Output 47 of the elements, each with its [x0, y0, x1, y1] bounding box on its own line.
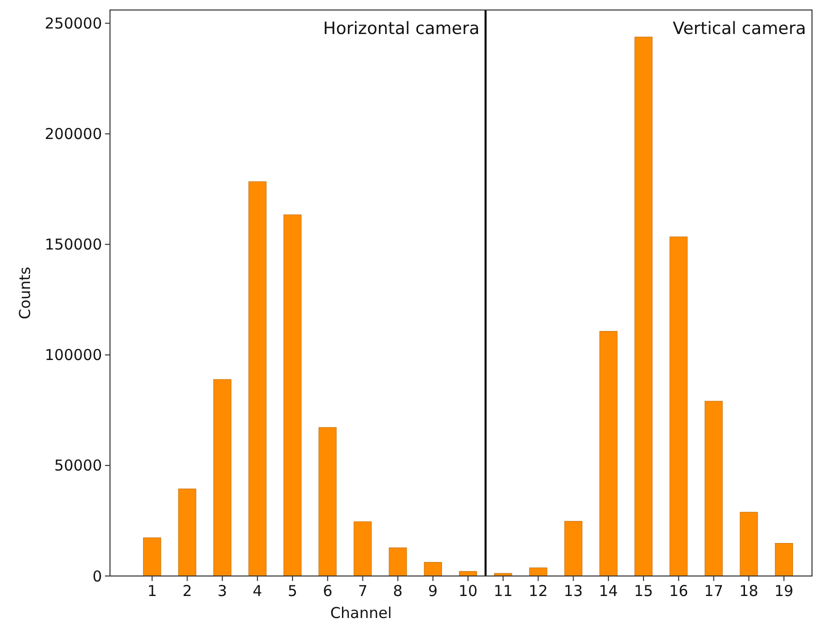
bar [284, 214, 302, 576]
x-tick-label: 13 [564, 582, 583, 600]
x-tick-label: 6 [322, 582, 332, 600]
x-tick-label: 11 [494, 582, 513, 600]
x-tick-label: 3 [218, 582, 228, 600]
bar [143, 538, 162, 576]
bar [459, 571, 477, 576]
y-tick-label: 150000 [44, 236, 102, 254]
y-tick-label: 100000 [44, 346, 102, 364]
x-tick-label: 1 [147, 582, 157, 600]
x-tick-label: 14 [598, 582, 618, 600]
x-tick-label: 9 [428, 582, 438, 600]
bar [354, 521, 372, 576]
x-tick-label: 2 [182, 582, 192, 600]
x-tick-label: 5 [288, 582, 298, 600]
x-tick-label: 10 [458, 582, 478, 600]
bar [564, 520, 582, 576]
bar [774, 543, 793, 576]
bar [213, 379, 232, 576]
x-tick-label: 16 [669, 582, 688, 600]
x-tick-label: 7 [358, 582, 368, 600]
bar [704, 400, 723, 576]
x-tick-label: 18 [739, 582, 758, 600]
bar [599, 331, 618, 576]
bar [318, 427, 337, 576]
annotation: Horizontal camera [323, 19, 480, 39]
x-tick-label: 4 [252, 582, 262, 600]
bar [424, 562, 442, 576]
y-axis-title: Counts [16, 266, 34, 320]
y-tick-label: 50000 [54, 456, 102, 475]
bar [178, 488, 196, 576]
y-tick-label: 200000 [44, 125, 102, 144]
x-tick-label: 17 [704, 582, 724, 600]
bar [248, 181, 266, 576]
bar [740, 512, 758, 576]
x-axis-title: Channel [330, 604, 392, 622]
bar [529, 568, 548, 576]
x-tick-label: 12 [528, 582, 548, 600]
y-tick-label: 0 [92, 567, 102, 586]
bar [388, 548, 407, 576]
annotation: Vertical camera [672, 19, 806, 39]
x-tick-label: 19 [774, 582, 794, 600]
x-tick-label: 8 [393, 582, 403, 600]
x-tick-label: 15 [634, 582, 654, 600]
bar [634, 36, 652, 576]
y-tick-label: 250000 [44, 14, 102, 33]
bar [670, 236, 688, 576]
